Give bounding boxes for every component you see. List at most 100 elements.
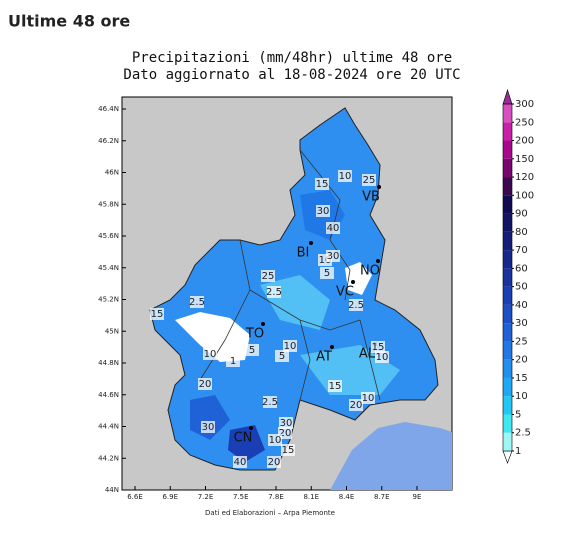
- lat-label: 45.4N: [98, 264, 119, 272]
- station-value: 20: [279, 428, 292, 439]
- lon-label: 9E: [413, 493, 422, 501]
- colorbar-segment: [503, 268, 512, 287]
- colorbar-label: 2.5: [515, 428, 531, 439]
- station-box: [203, 348, 217, 360]
- station-value: 20: [350, 400, 363, 411]
- station-value: 30: [327, 251, 340, 262]
- colorbar-label: 80: [515, 227, 528, 238]
- station-value: 40: [327, 223, 340, 234]
- colorbar-segment: [503, 213, 512, 232]
- colorbar-segment: [503, 140, 512, 159]
- province-borders: [199, 149, 381, 401]
- city-dot: [330, 345, 334, 349]
- station-value: 10: [284, 341, 297, 352]
- colorbar-segment: [503, 341, 512, 360]
- colorbar-segment: [503, 158, 512, 178]
- city-dot: [351, 280, 355, 284]
- station-value: 2.5: [189, 297, 205, 308]
- city-dot: [249, 426, 253, 430]
- station-value: 10: [376, 352, 389, 363]
- lat-label: 46.2N: [98, 137, 119, 145]
- station-box: [267, 456, 281, 468]
- station-value: 15: [372, 342, 385, 353]
- lat-label: 44.6N: [98, 391, 119, 399]
- colorbar-segment: [503, 323, 512, 342]
- station-value: 10: [362, 393, 375, 404]
- lon-label: 7.2E: [198, 493, 214, 501]
- colorbar-label: 120: [515, 172, 534, 183]
- colorbar-label: 30: [515, 318, 528, 329]
- station-value: 2.5: [348, 300, 364, 311]
- colorbar-border: [502, 103, 513, 452]
- colorbar-label: 100: [515, 190, 534, 201]
- station-value: 5: [324, 268, 330, 279]
- station-value: 10: [269, 435, 282, 446]
- station-box: [268, 434, 282, 446]
- station-box: [190, 296, 204, 308]
- station-box: [362, 174, 376, 186]
- colorbar-segment: [503, 231, 512, 251]
- station-box: [371, 341, 385, 353]
- station-box: [279, 417, 293, 429]
- station-value: 5: [279, 351, 285, 362]
- lon-label: 6.6E: [127, 493, 143, 501]
- colorbar-label: 1: [515, 446, 521, 457]
- station-value: 10: [204, 349, 217, 360]
- station-value: 1: [230, 356, 236, 367]
- city-dot: [376, 259, 380, 263]
- station-value: 20: [268, 457, 281, 468]
- station-box: [198, 378, 212, 390]
- colorbar-label: 300: [515, 99, 534, 110]
- station-value: 30: [317, 206, 330, 217]
- heading: Ultime 48 ore: [8, 12, 130, 31]
- station-value: 2.5: [262, 397, 278, 408]
- colorbar-label: 50: [515, 282, 528, 293]
- station-value: 25: [363, 175, 376, 186]
- colorbar-segment: [503, 304, 512, 324]
- province-code: VC: [336, 285, 354, 300]
- station-box: [267, 286, 281, 298]
- station-box: [326, 250, 340, 262]
- lat-label: 44N: [105, 486, 119, 494]
- colorbar-label: 70: [515, 245, 528, 256]
- map-title: Precipitazioni (mm/48hr) ultime 48 ore: [132, 50, 452, 66]
- station-box: [316, 205, 330, 217]
- province-code: NO: [360, 264, 380, 279]
- station-box: [361, 392, 375, 404]
- station-value: 30: [202, 422, 215, 433]
- colorbar-segment: [503, 432, 512, 451]
- lon-label: 6.9E: [162, 493, 178, 501]
- station-value: 10: [339, 171, 352, 182]
- lon-label: 8.7E: [374, 493, 390, 501]
- province-code: TO: [245, 327, 264, 342]
- station-box: [233, 456, 247, 468]
- lat-label: 46.4N: [98, 105, 119, 113]
- colorbar-label: 40: [515, 300, 528, 311]
- lat-label: 45.2N: [98, 296, 119, 304]
- colorbar-label: 200: [515, 136, 534, 147]
- colorbar-label: 60: [515, 263, 528, 274]
- colorbar-segment: [503, 104, 512, 123]
- colorbar-segment: [503, 286, 512, 305]
- footer: Dati ed Elaborazioni – Arpa Piemonte: [205, 509, 335, 517]
- station-box: [261, 270, 275, 282]
- lon-label: 8.1E: [303, 493, 319, 501]
- station-box: [263, 396, 277, 408]
- province-code: AT: [316, 350, 332, 365]
- lon-label: 7.8E: [268, 493, 284, 501]
- colorbar-label: 90: [515, 209, 528, 220]
- station-value: 5: [249, 345, 255, 356]
- city-dot: [261, 322, 265, 326]
- lat-label: 45N: [105, 327, 119, 335]
- lon-label: 7.5E: [233, 493, 249, 501]
- station-box: [226, 355, 240, 367]
- station-value: 15: [151, 309, 164, 320]
- colorbar-label: 250: [515, 117, 534, 128]
- colorbar-segment: [503, 377, 512, 397]
- dry-area: [345, 262, 372, 295]
- station-value: 40: [234, 457, 247, 468]
- lat-label: 46N: [105, 169, 119, 177]
- colorbar-segment: [503, 359, 512, 378]
- colorbar-label: 20: [515, 355, 528, 366]
